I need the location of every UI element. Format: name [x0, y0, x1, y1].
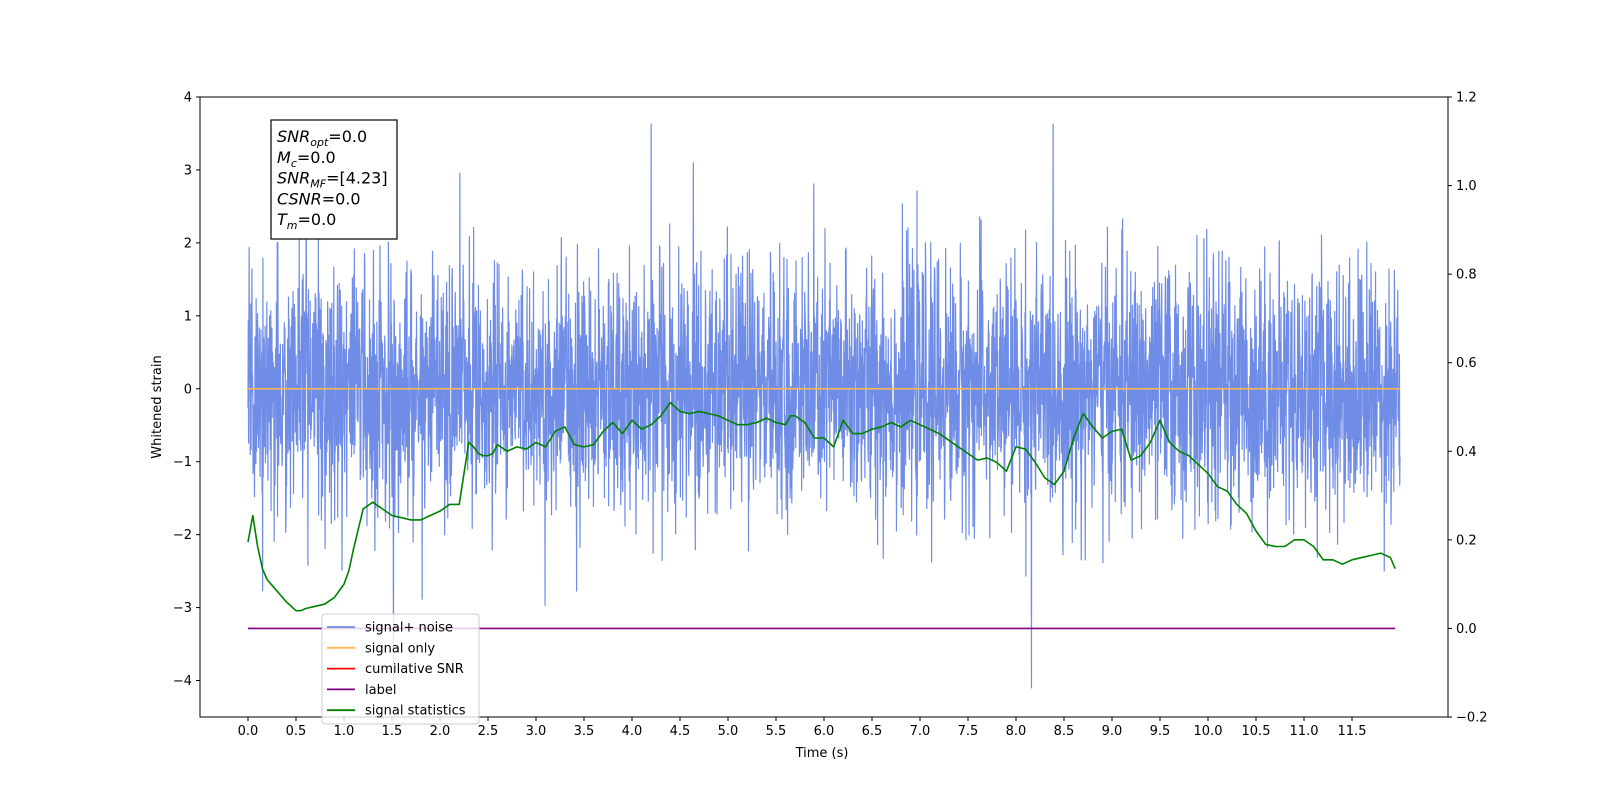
- x-tick-label: 3.5: [574, 724, 595, 739]
- y-axis-left: 4 3 2 1 0 −1 −2 −3 −4: [173, 91, 200, 689]
- y2-tick-label: 0.0: [1456, 622, 1477, 637]
- legend-label: signal only: [365, 641, 435, 656]
- legend: signal+ noise signal only cumilative SNR la…: [321, 613, 480, 725]
- x-tick-label: 7.0: [910, 724, 931, 739]
- x-tick-label: 10.5: [1242, 724, 1271, 739]
- x-tick-label: 10.0: [1194, 724, 1223, 739]
- y-tick-label: −4: [173, 674, 192, 689]
- x-tick-label: 6.0: [814, 724, 835, 739]
- info-subscript: MF: [310, 178, 326, 191]
- info-symbol: SNR: [277, 127, 310, 146]
- series-line-4: [247, 401, 1396, 612]
- x-axis-label: Time (s): [795, 746, 849, 761]
- y2-tick-label: 0.2: [1456, 533, 1477, 548]
- info-symbol: SNR: [277, 169, 310, 188]
- x-tick-label: 0.0: [238, 724, 259, 739]
- info-line: CSNR=0.0: [277, 189, 361, 208]
- legend-label: cumilative SNR: [365, 662, 464, 677]
- info-symbol: T: [277, 210, 288, 229]
- info-symbol: CSNR: [277, 189, 322, 208]
- legend-frame: [321, 613, 480, 725]
- info-value: =0.0: [328, 127, 367, 146]
- x-tick-label: 2.5: [478, 724, 499, 739]
- info-box-frame: [270, 119, 398, 240]
- y2-tick-label: 1.2: [1456, 91, 1477, 106]
- y-axis-label: Whitened strain: [150, 355, 165, 458]
- x-tick-label: 8.5: [1054, 724, 1075, 739]
- y-tick-label: 4: [184, 91, 192, 106]
- y2-tick-label: 0.8: [1456, 268, 1477, 283]
- y-tick-label: 2: [184, 236, 192, 251]
- x-tick-label: 3.0: [526, 724, 547, 739]
- legend-label: signal statistics: [365, 704, 466, 719]
- y-tick-label: 3: [184, 163, 192, 178]
- x-tick-label: 7.5: [958, 724, 979, 739]
- info-value: =[4.23]: [326, 169, 388, 188]
- x-tick-label: 11.0: [1290, 724, 1319, 739]
- x-tick-label: 4.0: [622, 724, 643, 739]
- y2-tick-label: −0.2: [1456, 711, 1488, 726]
- info-value: =0.0: [297, 148, 336, 167]
- info-box: SNRopt=0.0Mc=0.0SNRMF=[4.23]CSNR=0.0Tm=0…: [270, 119, 398, 240]
- info-line: SNRMF=[4.23]: [277, 169, 388, 191]
- x-tick-label: 8.0: [1006, 724, 1027, 739]
- x-tick-label: 1.5: [382, 724, 403, 739]
- x-tick-label: 5.0: [718, 724, 739, 739]
- legend-label: signal+ noise: [365, 621, 453, 636]
- x-axis: 0.0 0.5 1.0 1.5 2.0 2.5 3.0 3.5 4.0 4.5 5.0 5.5 6.0 6…: [238, 717, 1367, 739]
- info-value: =0.0: [322, 189, 361, 208]
- y-tick-label: −1: [173, 455, 192, 470]
- y-axis-right: 1.2 1.0 0.8 0.6 0.4 0.2 0.0 −0.2: [1448, 91, 1488, 726]
- y-tick-label: 1: [184, 309, 192, 324]
- x-tick-label: 0.5: [286, 724, 307, 739]
- info-symbol: M: [277, 148, 291, 167]
- y-tick-label: 0: [184, 382, 192, 397]
- info-line: SNRopt=0.0: [277, 127, 367, 149]
- x-tick-label: 9.0: [1102, 724, 1123, 739]
- x-tick-label: 6.5: [862, 724, 883, 739]
- y2-tick-label: 0.4: [1456, 445, 1477, 460]
- info-line: Tm=0.0: [277, 210, 336, 232]
- y2-tick-label: 1.0: [1456, 179, 1477, 194]
- info-subscript: opt: [310, 136, 329, 149]
- x-tick-label: 4.5: [670, 724, 691, 739]
- y-tick-label: −2: [173, 528, 192, 543]
- info-value: =0.0: [298, 210, 337, 229]
- info-subscript: m: [287, 219, 298, 232]
- x-tick-label: 9.5: [1150, 724, 1171, 739]
- series-line-0: [247, 123, 1401, 689]
- x-tick-label: 2.0: [430, 724, 451, 739]
- x-tick-label: 1.0: [334, 724, 355, 739]
- y-tick-label: −3: [173, 601, 192, 616]
- y2-tick-label: 0.6: [1456, 356, 1477, 371]
- info-subscript: c: [291, 157, 297, 170]
- x-tick-label: 11.5: [1338, 724, 1367, 739]
- x-tick-label: 5.5: [766, 724, 787, 739]
- info-line: Mc=0.0: [277, 148, 336, 170]
- legend-label: label: [365, 683, 396, 698]
